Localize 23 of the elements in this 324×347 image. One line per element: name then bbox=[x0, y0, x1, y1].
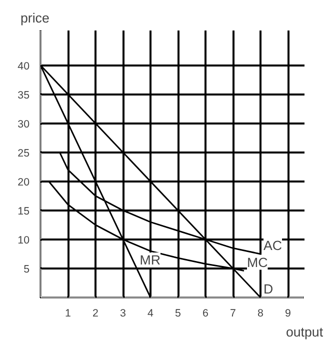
y-tick-label: 40 bbox=[18, 60, 30, 72]
annotation: MR bbox=[140, 252, 160, 268]
y-tick-label: 30 bbox=[18, 118, 30, 130]
y-tick-label: 25 bbox=[18, 147, 30, 160]
x-tick-label: 4 bbox=[148, 308, 154, 320]
annotation: AC bbox=[264, 238, 282, 253]
y-tick-label: 10 bbox=[18, 234, 30, 246]
y-tick-label: 20 bbox=[18, 176, 30, 188]
x-tick-label: 6 bbox=[202, 308, 209, 320]
annotation: D bbox=[264, 282, 274, 296]
x-tick-label: 3 bbox=[120, 308, 126, 320]
y-tick-label: 15 bbox=[18, 205, 30, 218]
x-axis-title: output bbox=[286, 324, 324, 340]
x-tick-label: 7 bbox=[230, 308, 236, 320]
y-tick-label: 5 bbox=[24, 263, 30, 276]
x-tick-label: 5 bbox=[175, 308, 182, 320]
y-axis-title: price bbox=[20, 10, 50, 26]
y-tick-label: 35 bbox=[18, 89, 30, 102]
x-tick-label: 9 bbox=[285, 308, 292, 320]
x-tick-label: 2 bbox=[92, 308, 99, 320]
x-tick-label: 8 bbox=[258, 308, 264, 320]
x-tick-label: 1 bbox=[65, 308, 72, 320]
annotation: MC bbox=[247, 254, 268, 270]
